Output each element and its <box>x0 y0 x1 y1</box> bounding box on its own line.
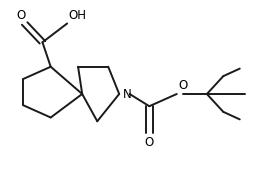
Text: OH: OH <box>68 9 87 22</box>
Text: O: O <box>178 79 187 92</box>
Text: O: O <box>17 9 26 22</box>
Text: N: N <box>123 87 132 101</box>
Text: O: O <box>145 136 154 149</box>
